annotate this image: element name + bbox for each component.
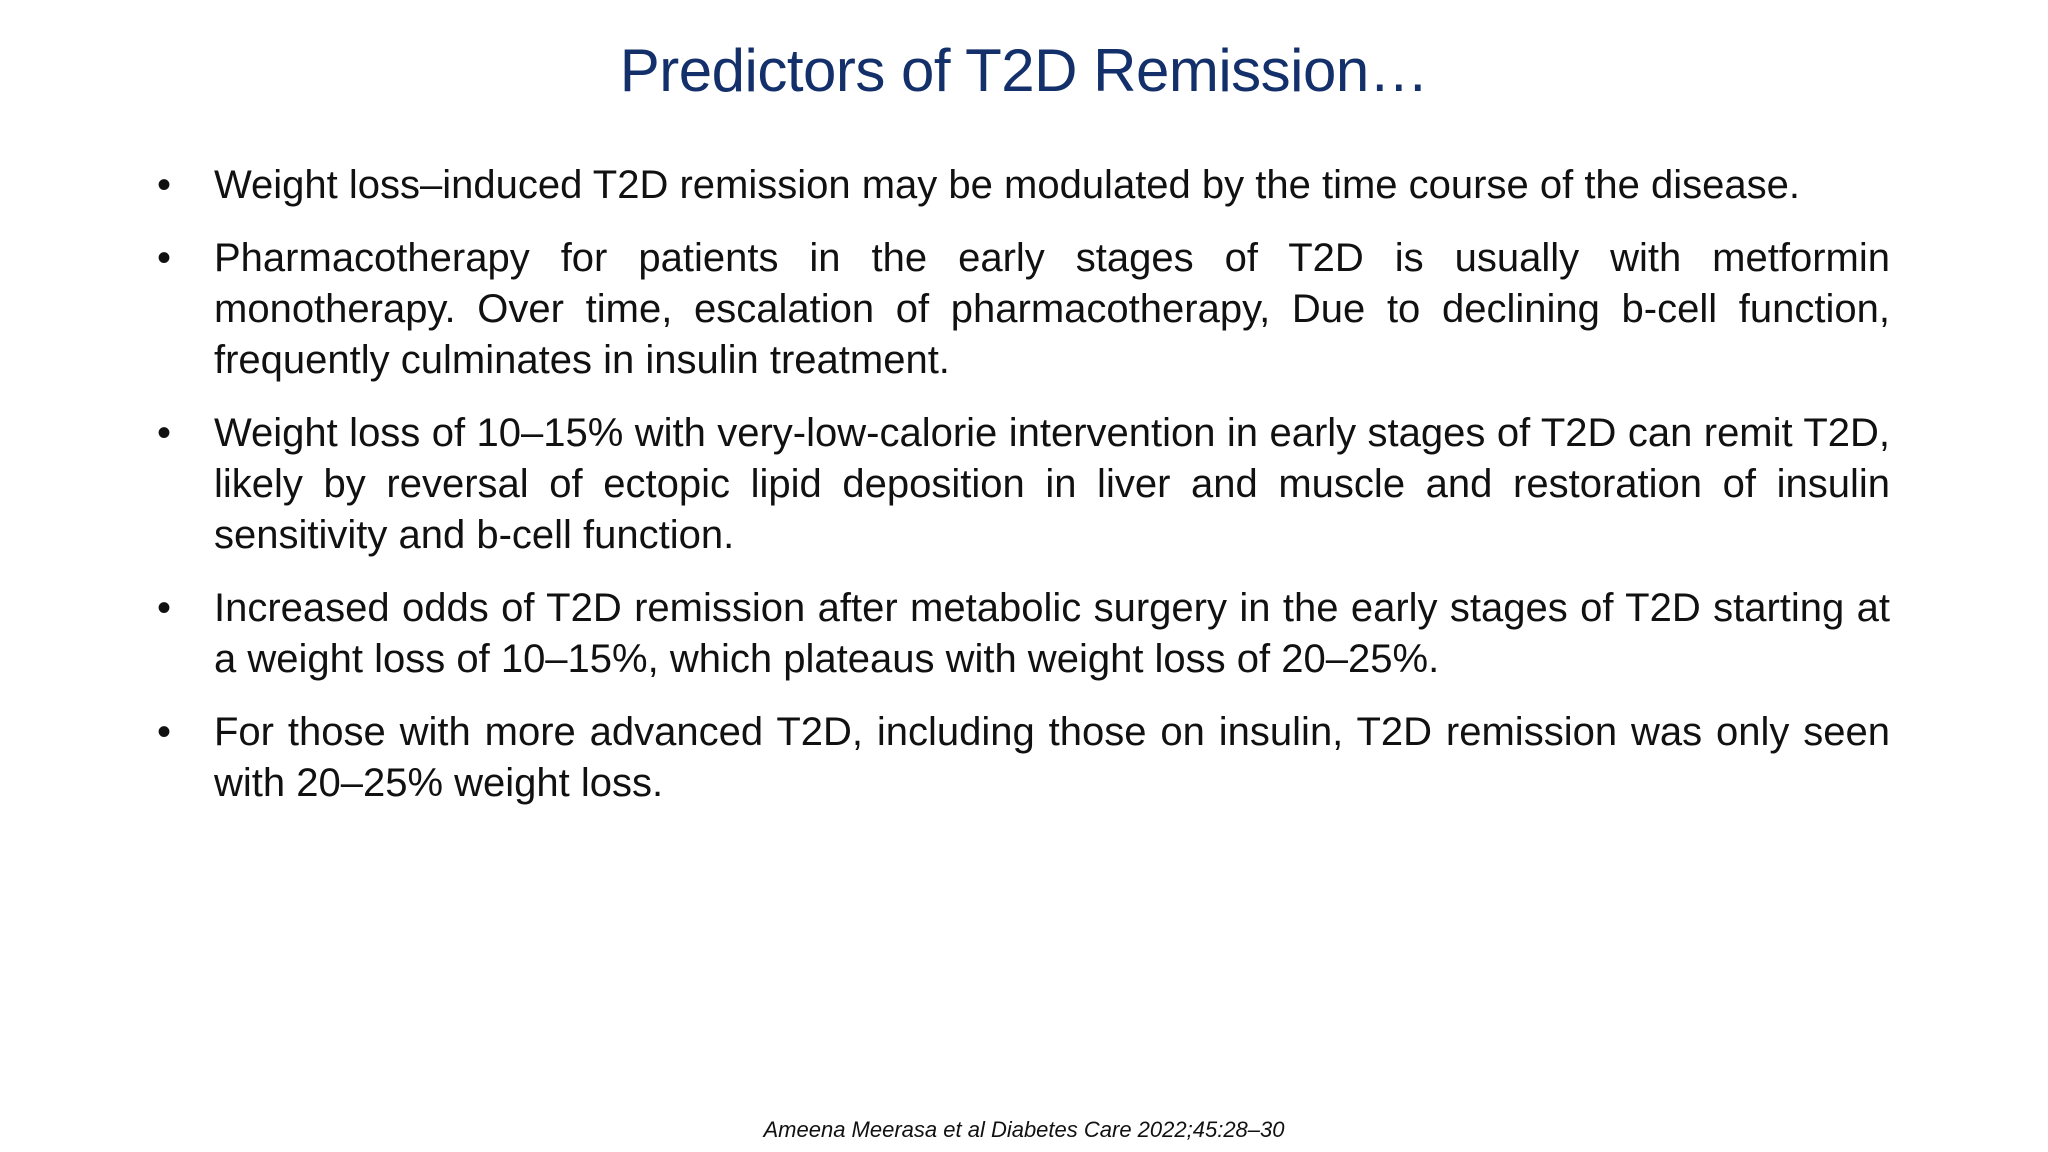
bullet-item: Weight loss of 10–15% with very-low-calo… [157, 408, 1890, 561]
bullet-item: Weight loss–induced T2D remission may be… [157, 160, 1890, 211]
slide-title: Predictors of T2D Remission… [619, 37, 1429, 104]
bullet-item: Pharmacotherapy for patients in the earl… [157, 233, 1890, 386]
bullet-list: Weight loss–induced T2D remission may be… [157, 160, 1890, 831]
citation: Ameena Meerasa et al Diabetes Care 2022;… [763, 1117, 1285, 1142]
bullet-item: For those with more advanced T2D, includ… [157, 707, 1890, 809]
bullet-item: Increased odds of T2D remission after me… [157, 583, 1890, 685]
